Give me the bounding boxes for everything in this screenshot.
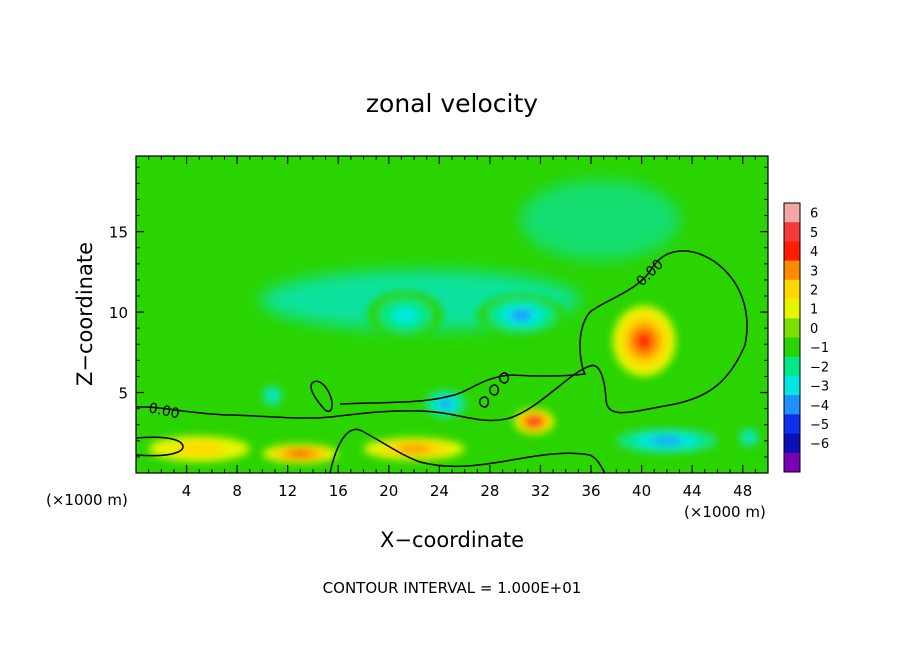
colorbar-swatch: [784, 318, 800, 338]
heatmap-cell: [397, 445, 431, 453]
colorbar-label: −1: [810, 341, 829, 356]
heatmap-cell: [510, 310, 533, 321]
colorbar-label: −6: [810, 437, 829, 452]
x-tick-label: 4: [182, 482, 192, 500]
x-axis-label: X−coordinate: [380, 528, 524, 552]
x-tick-label: 32: [531, 482, 550, 500]
heatmap-feature: [363, 437, 465, 461]
colorbar: 6 5 4 3 2 1 0 −1 −2 −3 −4 −5 −6: [783, 202, 829, 473]
heatmap-cell: [173, 442, 225, 456]
colorbar-label: 6: [810, 207, 818, 222]
heatmap-cell: [268, 391, 277, 401]
colorbar-swatch: [784, 337, 800, 358]
colorbar-swatch: [784, 375, 800, 396]
colorbar-label: −3: [810, 380, 829, 395]
heatmap-feature: [259, 382, 286, 409]
x-tick-label: 20: [379, 482, 398, 500]
x-unit-right: (×1000 m): [684, 503, 766, 521]
colorbar-swatch: [784, 260, 800, 281]
colorbar-swatch: [784, 203, 800, 223]
colorbar-label: −5: [810, 418, 829, 433]
y-tick-label: 10: [109, 304, 128, 322]
colorbar-swatch: [784, 299, 800, 319]
x-axis: 4 8 12 16 20 24 28 32 36 40 44 48: [148, 156, 756, 500]
x-tick-label: 44: [683, 482, 702, 500]
colorbar-swatch: [784, 395, 800, 415]
contour-line: [136, 436, 184, 457]
colorbar-swatch: [784, 452, 800, 473]
colorbar-frame: [783, 202, 801, 473]
heatmap-region: [510, 290, 768, 470]
x-tick-label: 12: [278, 482, 297, 500]
contour-interval-note: CONTOUR INTERVAL = 1.000E+01: [323, 579, 582, 597]
x-tick-label: 24: [430, 482, 449, 500]
heatmap-cell: [290, 451, 310, 457]
contour-label: 0.00: [147, 400, 181, 422]
y-tick-label: 15: [109, 224, 128, 242]
heatmap-region: [520, 180, 680, 260]
zero-contour: [136, 250, 748, 473]
x-tick-label: 40: [632, 482, 651, 500]
heatmap-feature: [420, 387, 471, 420]
heatmap-feature: [603, 426, 731, 456]
colorbar-label: 3: [810, 264, 818, 279]
x-tick-label: 16: [329, 482, 348, 500]
x-tick-label: 36: [581, 482, 600, 500]
colorbar-label: 2: [810, 283, 818, 298]
heatmap-feature: [367, 291, 444, 340]
colorbar-swatch: [784, 222, 800, 242]
contour-line: [136, 250, 748, 422]
heatmap-feature: [513, 408, 555, 435]
heatmap-cell: [392, 307, 418, 324]
heatmap-cell: [651, 437, 683, 445]
colorbar-label: 4: [810, 245, 818, 260]
colorbar-swatch: [784, 241, 800, 262]
contour-line: [478, 396, 490, 408]
colorbar-swatch: [784, 356, 800, 377]
heatmap-cell: [530, 418, 539, 425]
heatmap-feature: [477, 294, 566, 337]
heatmap-feature: [262, 444, 339, 464]
heatmap-cell: [636, 332, 653, 350]
colorbar-swatch: [784, 414, 800, 435]
heatmap-cell: [439, 399, 452, 408]
colorbar-label: −2: [810, 360, 829, 375]
x-tick-label: 48: [733, 482, 752, 500]
chart-title: zonal velocity: [366, 89, 538, 118]
heatmap-feature: [612, 305, 676, 377]
contour-line: [488, 384, 500, 396]
heatmap-feature: [148, 435, 250, 462]
colorbar-label: 0: [810, 322, 818, 337]
y-axis: 5 10 15: [109, 166, 768, 458]
colorbar-swatch: [784, 279, 800, 300]
heatmap-feature: [736, 426, 762, 449]
heatmap-field: [136, 156, 768, 473]
colorbar-label: −4: [810, 399, 829, 414]
colorbar-swatch: [784, 433, 800, 454]
colorbar-label: 1: [810, 303, 818, 318]
contour-line: [310, 380, 333, 412]
y-axis-label: Z−coordinate: [73, 242, 97, 386]
contour-line: [329, 428, 606, 473]
heatmap-cell: [744, 433, 754, 442]
x-tick-label: 28: [480, 482, 499, 500]
colorbar-label: 5: [810, 226, 818, 241]
x-unit-left: (×1000 m): [46, 491, 128, 509]
y-tick-label: 5: [118, 385, 128, 403]
x-tick-label: 8: [232, 482, 242, 500]
contour-line: [498, 372, 510, 384]
